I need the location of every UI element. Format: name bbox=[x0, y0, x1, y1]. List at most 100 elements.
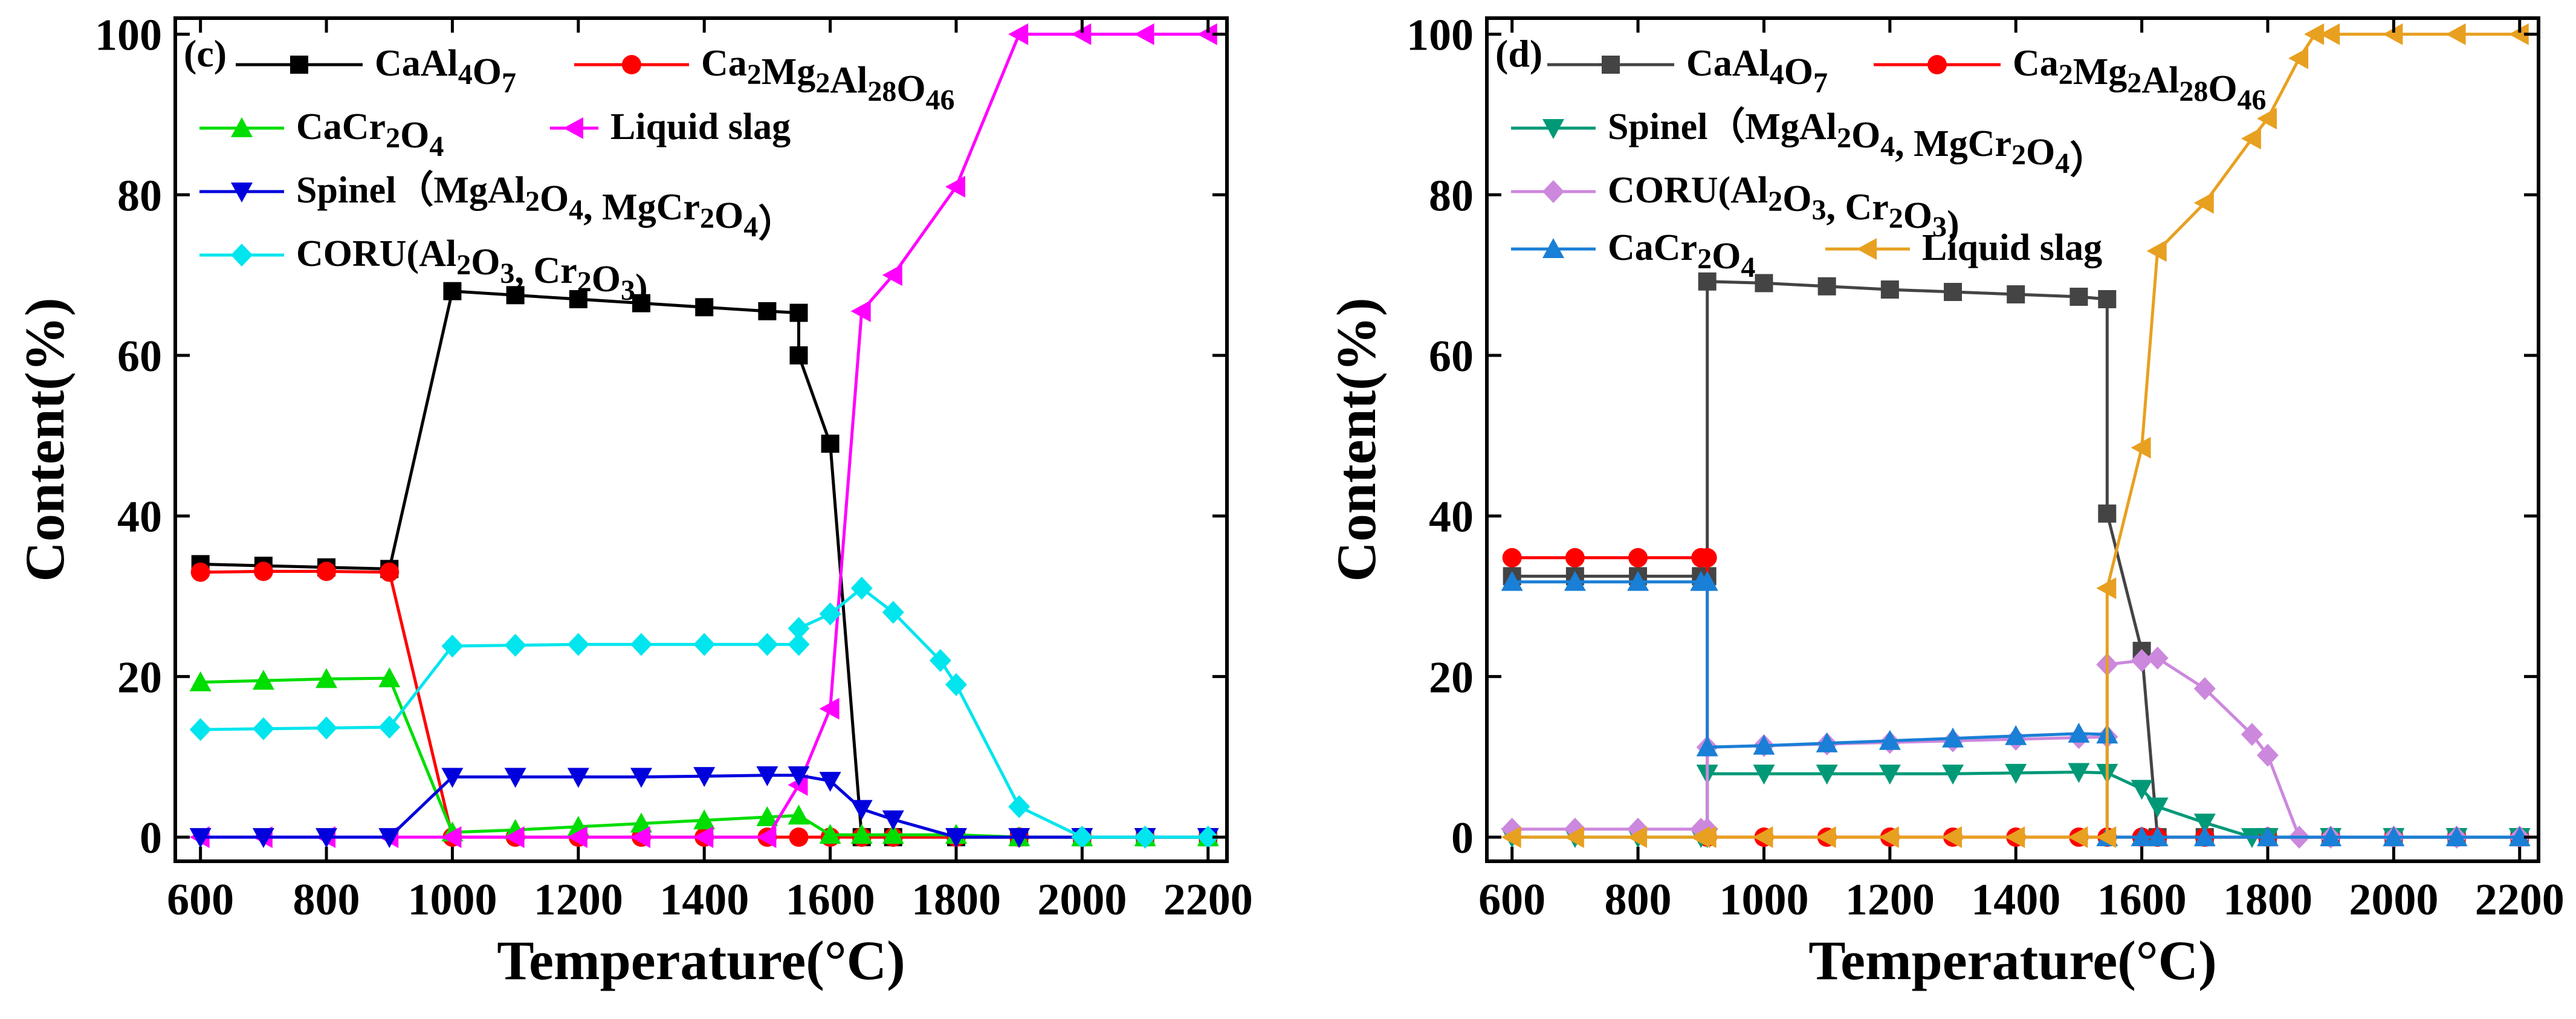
data-point-cacr2o4 bbox=[1696, 736, 1718, 757]
x-tick-label: 1800 bbox=[2223, 875, 2312, 925]
legend-label: Liquid slag bbox=[610, 106, 791, 147]
series-line-cacr2o4 bbox=[1512, 580, 2520, 839]
data-point-spinel-mgal2o4-mgcr2o4 bbox=[693, 767, 716, 788]
series-coru-al2o3-cr2o3 bbox=[1501, 646, 2531, 849]
data-point-coru-al2o3-cr2o3 bbox=[929, 649, 951, 672]
data-point-spinel-mgal2o4-mgcr2o4 bbox=[1008, 828, 1031, 849]
legend-marker bbox=[231, 244, 253, 267]
legend-entry-ca2mg2al28o46: Ca2Mg2Al28O46 bbox=[1874, 43, 2267, 116]
data-point-coru-al2o3-cr2o3 bbox=[2146, 646, 2169, 670]
y-tick-label: 20 bbox=[117, 653, 162, 702]
series-line-caal4o7 bbox=[200, 290, 1208, 839]
legend-label: Spinel（MgAl2O4, MgCr2O4） bbox=[1608, 105, 2107, 181]
data-point-liquid-slag bbox=[2288, 47, 2309, 70]
panel-c: 600 800 1000 1200 1400 1600 1800 2000 2200 0 20 40 6… bbox=[14, 11, 1253, 991]
data-point-spinel-mgal2o4-mgcr2o4 bbox=[2005, 763, 2027, 784]
data-point-coru-al2o3-cr2o3 bbox=[2241, 723, 2263, 746]
data-point-liquid-slag bbox=[2383, 23, 2403, 45]
x-tick-label: 1400 bbox=[1971, 875, 2060, 925]
data-point-coru-al2o3-cr2o3 bbox=[788, 616, 810, 640]
data-point-caal4o7 bbox=[1944, 283, 1963, 302]
data-point-spinel-mgal2o4-mgcr2o4 bbox=[945, 828, 967, 849]
data-point-spinel-mgal2o4-mgcr2o4 bbox=[2146, 797, 2169, 818]
series-line-caal4o7 bbox=[1512, 280, 2520, 839]
data-point-coru-al2o3-cr2o3 bbox=[945, 673, 967, 696]
panel-label: (c) bbox=[184, 32, 227, 75]
y-tick-label: 80 bbox=[1429, 171, 1474, 221]
y-tick-label: 60 bbox=[117, 332, 162, 381]
legend-label: CaCr2O4 bbox=[296, 106, 444, 163]
data-point-coru-al2o3-cr2o3 bbox=[693, 633, 716, 656]
y-tick-label: 0 bbox=[140, 814, 162, 863]
x-axis-title: Temperature(°C) bbox=[1808, 930, 2217, 991]
legend-marker bbox=[622, 55, 641, 74]
y-axis-title: Content(%) bbox=[1325, 297, 1387, 581]
x-tick-label: 600 bbox=[167, 875, 234, 925]
data-point-spinel-mgal2o4-mgcr2o4 bbox=[189, 828, 212, 849]
y-tick-label: 40 bbox=[1429, 493, 1474, 542]
data-point-liquid-slag bbox=[819, 697, 840, 720]
series-line-liquid-slag bbox=[200, 33, 1208, 839]
data-point-spinel-mgal2o4-mgcr2o4 bbox=[2131, 780, 2153, 800]
data-point-cacr2o4 bbox=[2131, 826, 2153, 847]
x-tick-label: 1600 bbox=[786, 875, 875, 925]
legend-entry-coru-al2o3-cr2o3: CORU(Al2O3, Cr2O3) bbox=[1511, 170, 1960, 245]
legend-marker bbox=[231, 117, 253, 137]
legend-marker bbox=[1927, 55, 1947, 74]
data-point-ca2mg2al28o46 bbox=[253, 561, 273, 581]
data-point-cacr2o4 bbox=[2383, 826, 2405, 847]
legend-marker bbox=[1542, 238, 1564, 258]
x-tick-label: 2200 bbox=[2475, 875, 2565, 925]
data-point-ca2mg2al28o46 bbox=[1628, 548, 1648, 568]
data-point-liquid-slag bbox=[2096, 577, 2117, 600]
x-tick-label: 800 bbox=[1605, 875, 1672, 925]
legend-label: Ca2Mg2Al28O46 bbox=[2013, 43, 2267, 116]
data-point-coru-al2o3-cr2o3 bbox=[189, 718, 212, 742]
data-point-liquid-slag bbox=[2005, 826, 2025, 849]
x-axis-title: Temperature(°C) bbox=[497, 930, 905, 991]
data-point-liquid-slag bbox=[1942, 826, 1963, 849]
data-point-liquid-slag bbox=[1627, 826, 1648, 849]
legend-label: CORU(Al2O3, Cr2O3) bbox=[1608, 170, 1960, 245]
x-tick-label: 1400 bbox=[659, 875, 749, 925]
data-point-caal4o7 bbox=[758, 302, 777, 320]
data-point-caal4o7 bbox=[2070, 288, 2088, 306]
data-point-spinel-mgal2o4-mgcr2o4 bbox=[378, 828, 401, 849]
data-point-liquid-slag bbox=[1197, 23, 1217, 45]
data-point-cacr2o4 bbox=[819, 824, 841, 844]
data-point-coru-al2o3-cr2o3 bbox=[441, 634, 464, 658]
x-tick-label: 1800 bbox=[911, 875, 1001, 925]
series-liquid-slag bbox=[1501, 23, 2529, 849]
series-caal4o7 bbox=[191, 282, 1217, 847]
legend-entry-liquid-slag: Liquid slag bbox=[1825, 227, 2102, 268]
x-tick-label: 2200 bbox=[1163, 875, 1253, 925]
data-point-spinel-mgal2o4-mgcr2o4 bbox=[850, 800, 873, 820]
data-point-ca2mg2al28o46 bbox=[317, 561, 337, 581]
data-point-coru-al2o3-cr2o3 bbox=[1071, 826, 1093, 849]
data-point-cacr2o4 bbox=[2193, 826, 2216, 847]
legend-entry-ca2mg2al28o46: Ca2Mg2Al28O46 bbox=[574, 43, 955, 116]
data-point-coru-al2o3-cr2o3 bbox=[1197, 826, 1219, 849]
series-line-coru-al2o3-cr2o3 bbox=[200, 586, 1208, 839]
data-point-liquid-slag bbox=[756, 826, 777, 849]
y-tick-label: 100 bbox=[1406, 11, 1474, 60]
data-point-caal4o7 bbox=[789, 346, 808, 364]
data-point-cacr2o4 bbox=[630, 812, 653, 833]
data-point-coru-al2o3-cr2o3 bbox=[630, 633, 653, 656]
data-point-cacr2o4 bbox=[1696, 571, 1718, 591]
data-point-cacr2o4 bbox=[2445, 826, 2468, 847]
data-point-spinel-mgal2o4-mgcr2o4 bbox=[1942, 765, 1964, 785]
legend-entry-cacr2o4: CaCr2O4 bbox=[1511, 227, 1755, 283]
data-point-caal4o7 bbox=[443, 282, 462, 300]
data-point-cacr2o4 bbox=[1816, 732, 1838, 752]
legend-marker bbox=[290, 56, 308, 74]
data-point-spinel-mgal2o4-mgcr2o4 bbox=[504, 768, 526, 788]
data-point-liquid-slag bbox=[567, 826, 587, 849]
data-point-caal4o7 bbox=[789, 303, 808, 322]
data-point-spinel-mgal2o4-mgcr2o4 bbox=[882, 810, 904, 830]
data-point-coru-al2o3-cr2o3 bbox=[567, 633, 589, 656]
data-point-liquid-slag bbox=[1134, 23, 1154, 45]
y-tick-label: 40 bbox=[117, 493, 162, 542]
data-point-liquid-slag bbox=[882, 264, 902, 286]
x-tick-label: 1600 bbox=[2097, 875, 2187, 925]
